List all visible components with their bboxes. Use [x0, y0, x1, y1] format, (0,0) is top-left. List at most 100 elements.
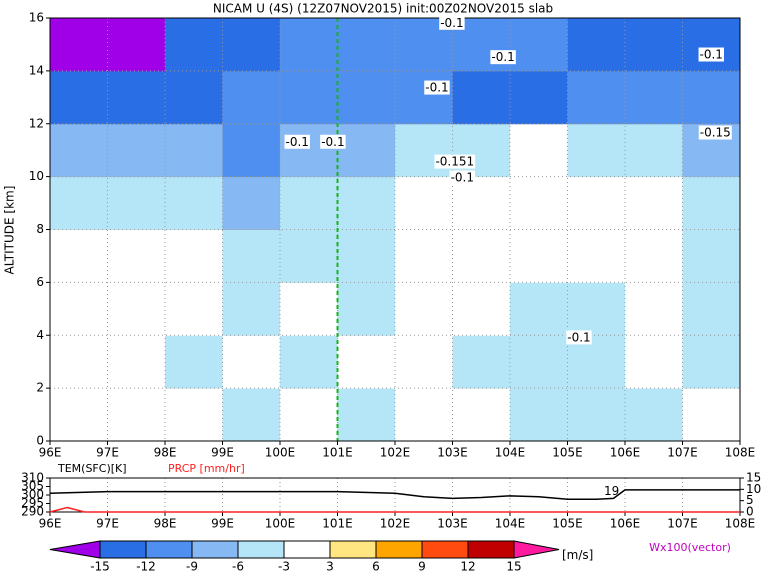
y-tick-label: 290 [21, 505, 44, 519]
field-cell [107, 18, 166, 72]
field-cell [280, 123, 338, 178]
field-cell [222, 176, 281, 230]
field-cell [567, 70, 626, 125]
field-cell [107, 70, 166, 125]
field-cell [222, 229, 281, 283]
field-cell [625, 123, 683, 178]
field-cell [280, 229, 338, 283]
y2-tick-label: 5 [746, 493, 754, 507]
colorbar-box [467, 540, 515, 559]
x-tick-label: 99E [211, 517, 234, 531]
contour-label-bg [698, 47, 724, 62]
x-tick-label: 105E [552, 517, 583, 531]
field-cell [107, 282, 166, 336]
colorbar-unit: [m/s] [562, 548, 593, 562]
field-cell [337, 282, 396, 336]
field-cell [682, 388, 741, 442]
colorbar-end [513, 540, 560, 559]
contour-label: -0.1 [284, 134, 310, 149]
x-tick-label: 106E [610, 517, 641, 531]
x-tick-label: 99E [211, 446, 234, 460]
field-cell [395, 70, 453, 125]
contour-label: -0.1 [439, 15, 465, 30]
field-cell [625, 176, 683, 230]
contour-label-text: -0.1 [425, 81, 448, 95]
x-tick-label: 108E [725, 446, 756, 460]
field-cell [222, 123, 281, 178]
colorbar-box [421, 540, 469, 559]
field-cell [337, 176, 396, 230]
field-cell [510, 335, 568, 389]
x-tick-label: 104E [495, 446, 526, 460]
contour-label-text: -0.1 [700, 48, 723, 62]
field-cell [567, 388, 626, 442]
field-cell [682, 335, 741, 389]
colorbar-label: 15 [506, 560, 521, 574]
y-tick-label: 295 [21, 496, 44, 510]
contour-label: -0.1 [449, 170, 475, 185]
field-cell [50, 70, 108, 125]
field-cell [280, 18, 338, 72]
x-tick-label: 107E [667, 446, 698, 460]
contour-label-text: -0.1 [491, 50, 514, 64]
field-cell [452, 176, 511, 230]
legend-label: PRCP [mm/hr] [168, 462, 245, 475]
field-cell [280, 282, 338, 336]
field-cell [682, 176, 741, 230]
field-cell [510, 388, 568, 442]
field-cell [682, 229, 741, 283]
x-tick-label: 100E [265, 446, 296, 460]
field-cell [107, 388, 166, 442]
x-tick-label: 100E [265, 517, 296, 531]
y-axis-label: ALTITUDE [km] [3, 186, 17, 275]
colorbar-label: -3 [278, 560, 290, 574]
field-cell [625, 282, 683, 336]
x-tick-label: 102E [380, 446, 411, 460]
x-tick-label: 97E [96, 517, 119, 531]
field-cell [337, 123, 396, 178]
colorbar-box [145, 540, 193, 559]
field-cell [222, 335, 281, 389]
y2-tick-label: 15 [746, 471, 761, 485]
contour-label: -0.1 [698, 47, 724, 62]
field-cell [567, 18, 626, 72]
colorbar-label: 3 [326, 560, 334, 574]
field-cell [50, 123, 108, 178]
field-cell [682, 18, 741, 72]
contour-label-text: -0.1 [451, 170, 474, 184]
colorbar-box [329, 540, 377, 559]
x-tick-label: 105E [552, 446, 583, 460]
x-tick-label: 103E [437, 517, 468, 531]
field-cell [625, 18, 683, 72]
colorbar-label: -12 [136, 560, 156, 574]
x-tick-label: 104E [495, 517, 526, 531]
field-cell [222, 70, 281, 125]
chart-title: NICAM U (4S) (12Z07NOV2015) init:00Z02NO… [213, 2, 553, 16]
field-cell [567, 229, 626, 283]
field-cell [337, 335, 396, 389]
field-cell [510, 176, 568, 230]
field-cell [682, 282, 741, 336]
colorbar-label: 9 [418, 560, 426, 574]
contour-label-bg [424, 80, 450, 95]
field-cell [625, 335, 683, 389]
contour-label-text: -0.1 [321, 135, 344, 149]
contour-label-text: -0.1 [286, 135, 309, 149]
series-line [49, 489, 740, 500]
contour-label-bg [490, 50, 516, 65]
field-cell [452, 123, 511, 178]
field-cell [452, 388, 511, 442]
field-cell [337, 229, 396, 283]
field-cell [165, 282, 223, 336]
field-cell [165, 229, 223, 283]
field-cell [107, 335, 166, 389]
contour-label-text: -0.151 [435, 155, 474, 169]
colorbar-box [283, 540, 331, 559]
y-tick-label: 16 [29, 11, 44, 25]
field-cell [510, 229, 568, 283]
field-cell [107, 176, 166, 230]
x-tick-label: 97E [96, 446, 119, 460]
colorbar-box [375, 540, 423, 559]
y-tick-label: 12 [29, 116, 44, 130]
contour-label-bg [434, 154, 476, 169]
